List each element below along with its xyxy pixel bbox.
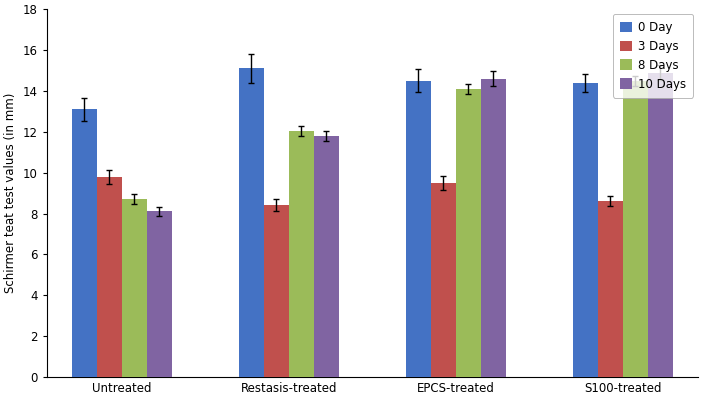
Bar (597, 201, 623, 377)
Bar (289, 131, 314, 377)
Bar (481, 79, 506, 377)
Bar (239, 68, 264, 377)
Y-axis label: Schirmer teat test values (in mm): Schirmer teat test values (in mm) (4, 93, 17, 293)
Bar (147, 211, 172, 377)
Bar (623, 81, 648, 377)
Bar (573, 83, 597, 377)
Bar (406, 81, 431, 377)
Bar (456, 89, 481, 377)
Bar (314, 136, 339, 377)
Bar (264, 205, 289, 377)
Legend: 0 Day, 3 Days, 8 Days, 10 Days: 0 Day, 3 Days, 8 Days, 10 Days (613, 14, 693, 98)
Bar (648, 73, 673, 377)
Bar (431, 183, 456, 377)
Bar (97, 177, 122, 377)
Bar (72, 109, 97, 377)
Bar (122, 199, 147, 377)
